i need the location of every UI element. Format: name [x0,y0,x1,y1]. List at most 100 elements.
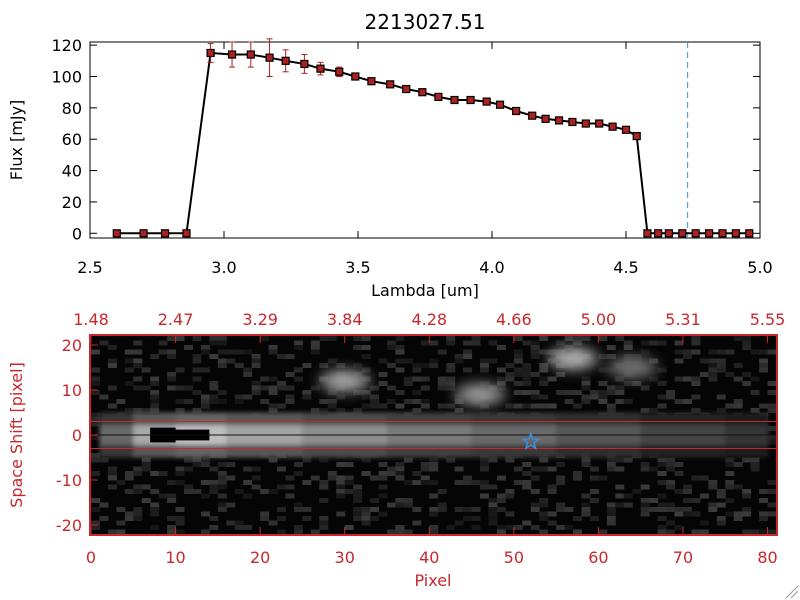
noise-cell [471,525,481,530]
noise-cell [192,354,202,359]
noise-cell [141,385,151,391]
noise-cell [124,471,134,476]
noise-cell [310,475,320,481]
pixel-tick-label: 60 [588,548,608,567]
noise-cell [192,367,202,373]
noise-cell [657,340,667,346]
noise-cell [446,376,456,382]
noise-cell [682,354,692,359]
noise-cell [742,511,752,517]
noise-cell [353,507,363,512]
noise-cell [234,399,244,404]
space-shift-tick-label: -20 [56,516,82,535]
noise-cell [522,363,532,368]
noise-cell [310,349,320,355]
noise-cell [107,385,117,391]
space-shift-tick-label: 0 [72,426,82,445]
noise-cell [277,466,287,472]
noise-cell [530,354,540,359]
noise-cell [682,489,692,494]
noise-cell [192,462,202,467]
noise-cell [133,511,143,517]
noise-cell [243,525,253,530]
noise-cell [158,471,168,476]
noise-cell [200,394,210,400]
noise-cell [200,457,210,463]
noise-cell [666,520,676,526]
noise-cell [429,462,439,467]
noise-cell [361,403,371,409]
noise-cell [606,511,616,517]
noise-cell [420,466,430,472]
noise-cell [691,511,701,517]
noise-cell [581,399,591,404]
noise-cell [657,502,667,508]
noise-cell [674,511,684,517]
noise-cell [581,376,591,382]
noise-cell [243,372,253,377]
noise-cell [454,354,464,359]
noise-cell [116,507,126,512]
source-blob-core [330,374,359,388]
noise-cell [395,345,405,350]
pixel-tick-label: 20 [250,548,270,567]
noise-cell [556,340,566,346]
noise-cell [200,480,210,485]
noise-cell [767,349,776,355]
noise-cell [370,475,380,481]
noise-cell [708,376,718,382]
noise-cell [623,399,633,404]
noise-cell [251,390,261,395]
noise-cell [750,349,760,355]
noise-cell [623,457,633,463]
noise-cell [623,493,633,499]
noise-cell [666,462,676,467]
noise-cell [733,462,743,467]
noise-cell [234,520,244,526]
noise-cell [742,493,752,499]
noise-cell [573,516,582,521]
noise-cell [209,466,219,472]
noise-cell [133,489,143,494]
noise-cell [682,507,692,512]
noise-cell [217,336,227,341]
noise-cell [750,376,760,382]
noise-cell [530,502,540,508]
noise-cell [251,475,261,481]
noise-cell [133,516,143,521]
noise-cell [530,403,540,409]
noise-cell [260,489,270,494]
noise-cell [446,336,456,341]
noise-cell [463,507,473,512]
noise-cell [150,408,160,413]
noise-cell [767,390,776,395]
noise-cell [107,403,117,409]
data-point [528,111,537,120]
noise-cell [217,484,227,490]
noise-cell [666,529,676,534]
noise-cell [556,507,566,512]
data-point [678,229,687,238]
noise-cell [573,336,582,341]
pixel-axis-ticks: 0 10 20 30 40 50 60 70 80 [86,527,778,567]
flux-line [116,51,750,235]
noise-cell [496,498,506,503]
noise-cell [217,493,227,499]
noise-cell [454,408,464,413]
noise-cell [344,462,354,467]
noise-cell [116,399,126,404]
noise-cell [327,471,337,476]
noise-cell [488,520,498,526]
noise-cell [124,408,134,413]
pixel-tick-label: 0 [86,548,96,567]
noise-cell [200,349,210,355]
noise-cell [293,462,303,467]
noise-cell [513,367,523,373]
noise-cell [378,462,388,467]
noise-cell [750,462,760,467]
noise-cell [361,367,371,373]
noise-cell [649,376,659,382]
noise-cell [581,507,591,512]
noise-cell [217,507,227,512]
noise-cell [293,367,303,373]
